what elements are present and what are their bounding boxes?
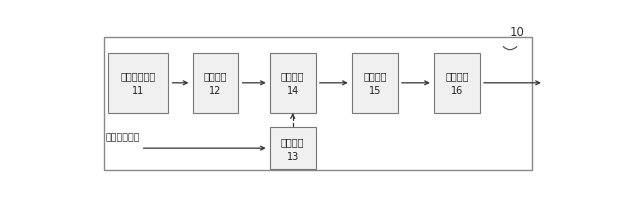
Bar (105, 37, 532, 171)
Bar (352, 53, 397, 114)
Bar (108, 53, 168, 114)
Text: 10: 10 (510, 26, 525, 39)
Text: 数字信号序列: 数字信号序列 (106, 133, 140, 142)
Bar (270, 53, 316, 114)
Text: 移位模块
12: 移位模块 12 (204, 71, 227, 96)
Text: 乘法模块
14: 乘法模块 14 (281, 71, 305, 96)
Text: 转换模块
13: 转换模块 13 (281, 136, 305, 161)
Text: 波形生成模块
11: 波形生成模块 11 (121, 71, 156, 96)
Bar (270, 128, 316, 169)
Bar (434, 53, 480, 114)
Bar (193, 53, 239, 114)
Text: 叠加模块
15: 叠加模块 15 (363, 71, 386, 96)
Text: 变换模块
16: 变换模块 16 (445, 71, 468, 96)
